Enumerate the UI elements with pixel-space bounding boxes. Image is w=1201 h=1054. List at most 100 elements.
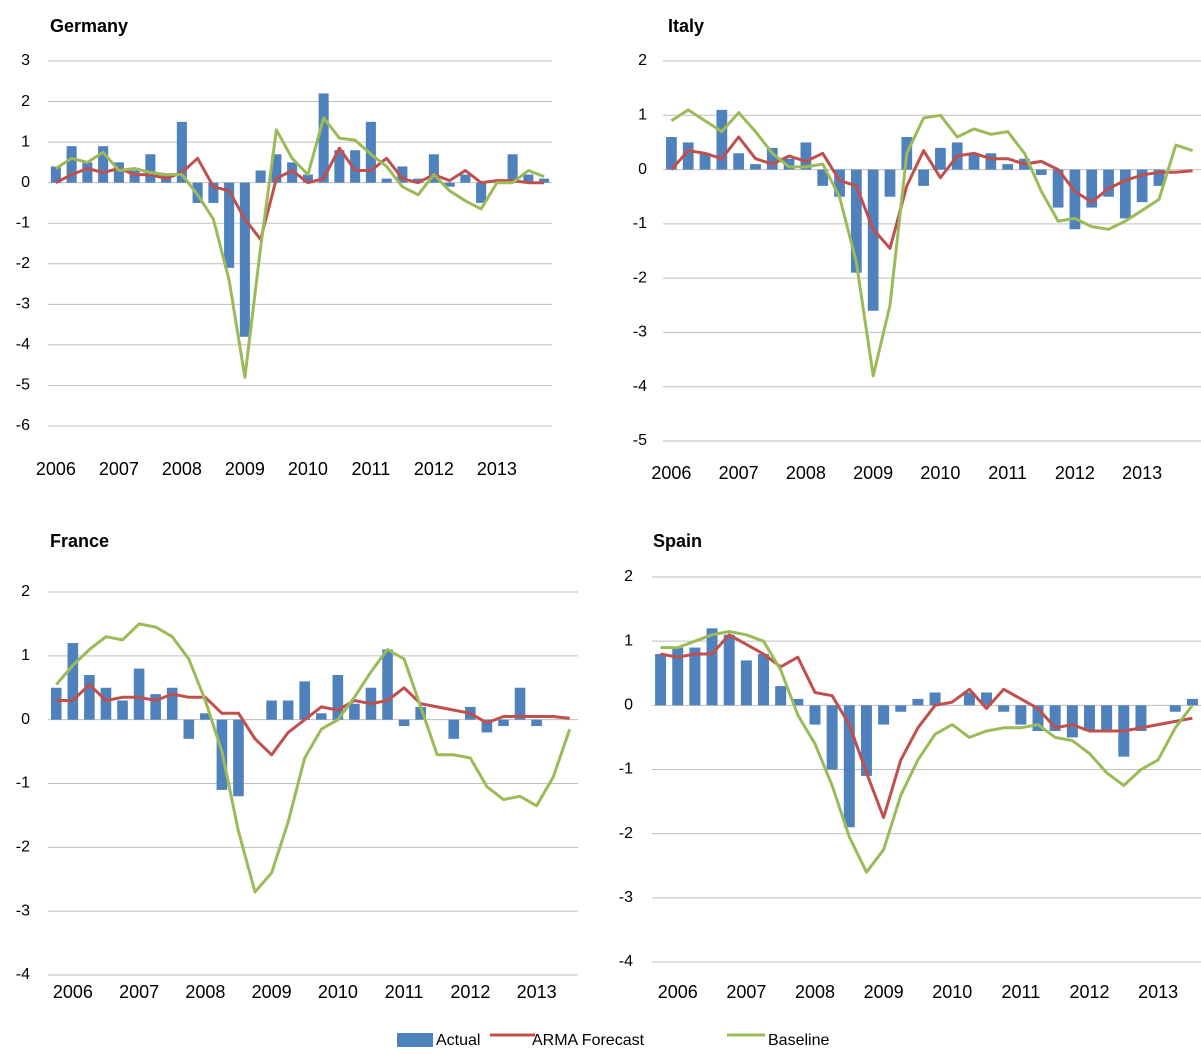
line-series — [55, 116, 545, 379]
bar — [878, 705, 890, 725]
bar — [1049, 705, 1061, 731]
bar — [183, 719, 195, 739]
y-tick-label: 1 — [21, 647, 30, 664]
bar — [1015, 705, 1027, 725]
bar — [233, 719, 244, 797]
x-tick-label: 2013 — [477, 459, 517, 479]
line-series — [55, 146, 545, 241]
y-tick-label: 2 — [638, 52, 647, 69]
y-tick-label: 2 — [21, 583, 30, 600]
bar — [302, 174, 313, 183]
bar — [783, 158, 795, 170]
y-tick-label: -1 — [619, 761, 633, 778]
bar — [84, 674, 95, 720]
y-tick-label: -1 — [16, 214, 30, 231]
bar — [981, 692, 993, 706]
bar — [100, 687, 112, 720]
bar — [208, 182, 219, 203]
y-tick-label: -2 — [16, 255, 30, 272]
x-tick-label: 2008 — [185, 982, 225, 1002]
bar — [706, 628, 718, 706]
y-tick-label: 2 — [624, 568, 633, 585]
bar — [817, 169, 829, 186]
bar — [682, 142, 694, 170]
bar — [166, 687, 178, 720]
bar — [1186, 698, 1198, 706]
x-tick-label: 2006 — [658, 982, 698, 1002]
y-tick-label: 0 — [624, 697, 633, 714]
bar — [723, 634, 735, 706]
x-tick-label: 2011 — [385, 982, 424, 1002]
bar — [800, 142, 812, 170]
line-series — [670, 135, 1193, 250]
y-tick-label: -1 — [16, 775, 30, 792]
x-tick-label: 2009 — [853, 463, 893, 483]
y-tick-label: -5 — [633, 432, 647, 449]
bar — [1002, 164, 1014, 170]
x-tick-label: 2010 — [920, 463, 960, 483]
bar — [113, 162, 124, 183]
bar — [655, 654, 667, 706]
x-tick-label: 2007 — [119, 982, 159, 1002]
bar — [332, 674, 344, 720]
bar — [1136, 169, 1148, 203]
bar — [666, 137, 677, 170]
y-tick-label: -4 — [16, 966, 30, 983]
line-series — [56, 683, 570, 757]
bar — [809, 705, 821, 725]
x-tick-label: 2013 — [1122, 463, 1162, 483]
bar — [1035, 169, 1047, 175]
bar — [531, 719, 542, 727]
bar — [350, 150, 361, 183]
y-tick-label: 0 — [21, 174, 30, 191]
bar — [224, 182, 235, 268]
bar — [415, 706, 426, 720]
bar — [133, 668, 145, 720]
y-tick-label: -5 — [16, 377, 30, 394]
legend-label: Actual — [436, 1032, 480, 1049]
y-tick-label: -3 — [16, 296, 30, 313]
line-series — [660, 633, 1193, 820]
bar — [282, 700, 294, 720]
x-tick-label: 2011 — [352, 459, 391, 479]
bar — [299, 681, 311, 720]
y-tick-label: 1 — [638, 107, 647, 124]
bar — [381, 178, 392, 183]
bar — [523, 174, 534, 183]
bar — [117, 700, 128, 720]
bar — [895, 705, 907, 712]
x-tick-label: 2010 — [318, 982, 358, 1002]
x-tick-label: 2012 — [1069, 982, 1109, 1002]
x-tick-label: 2006 — [53, 982, 93, 1002]
y-tick-label: 0 — [638, 161, 647, 178]
y-tick-label: 1 — [624, 632, 633, 649]
legend-label: Baseline — [768, 1032, 829, 1049]
x-tick-label: 2010 — [288, 459, 328, 479]
bar — [382, 649, 393, 720]
bar — [935, 147, 946, 170]
bar — [1101, 705, 1113, 731]
bar — [349, 703, 360, 720]
bar — [98, 146, 109, 183]
bar — [740, 660, 752, 706]
bar — [716, 109, 728, 170]
x-tick-label: 2008 — [162, 459, 202, 479]
x-tick-label: 2011 — [988, 463, 1027, 483]
bar — [750, 164, 761, 170]
bar — [476, 182, 487, 203]
y-tick-label: -4 — [16, 336, 30, 353]
x-tick-label: 2008 — [786, 463, 826, 483]
bar — [985, 153, 997, 170]
x-tick-label: 2007 — [726, 982, 766, 1002]
bar — [67, 643, 79, 720]
bar — [1169, 705, 1181, 712]
bar — [929, 692, 941, 706]
x-tick-label: 2009 — [252, 982, 292, 1002]
bar — [1103, 169, 1114, 197]
bar — [792, 698, 804, 706]
bar — [176, 121, 187, 183]
line-series — [55, 622, 572, 894]
x-tick-label: 2012 — [1055, 463, 1095, 483]
x-tick-label: 2006 — [36, 459, 76, 479]
